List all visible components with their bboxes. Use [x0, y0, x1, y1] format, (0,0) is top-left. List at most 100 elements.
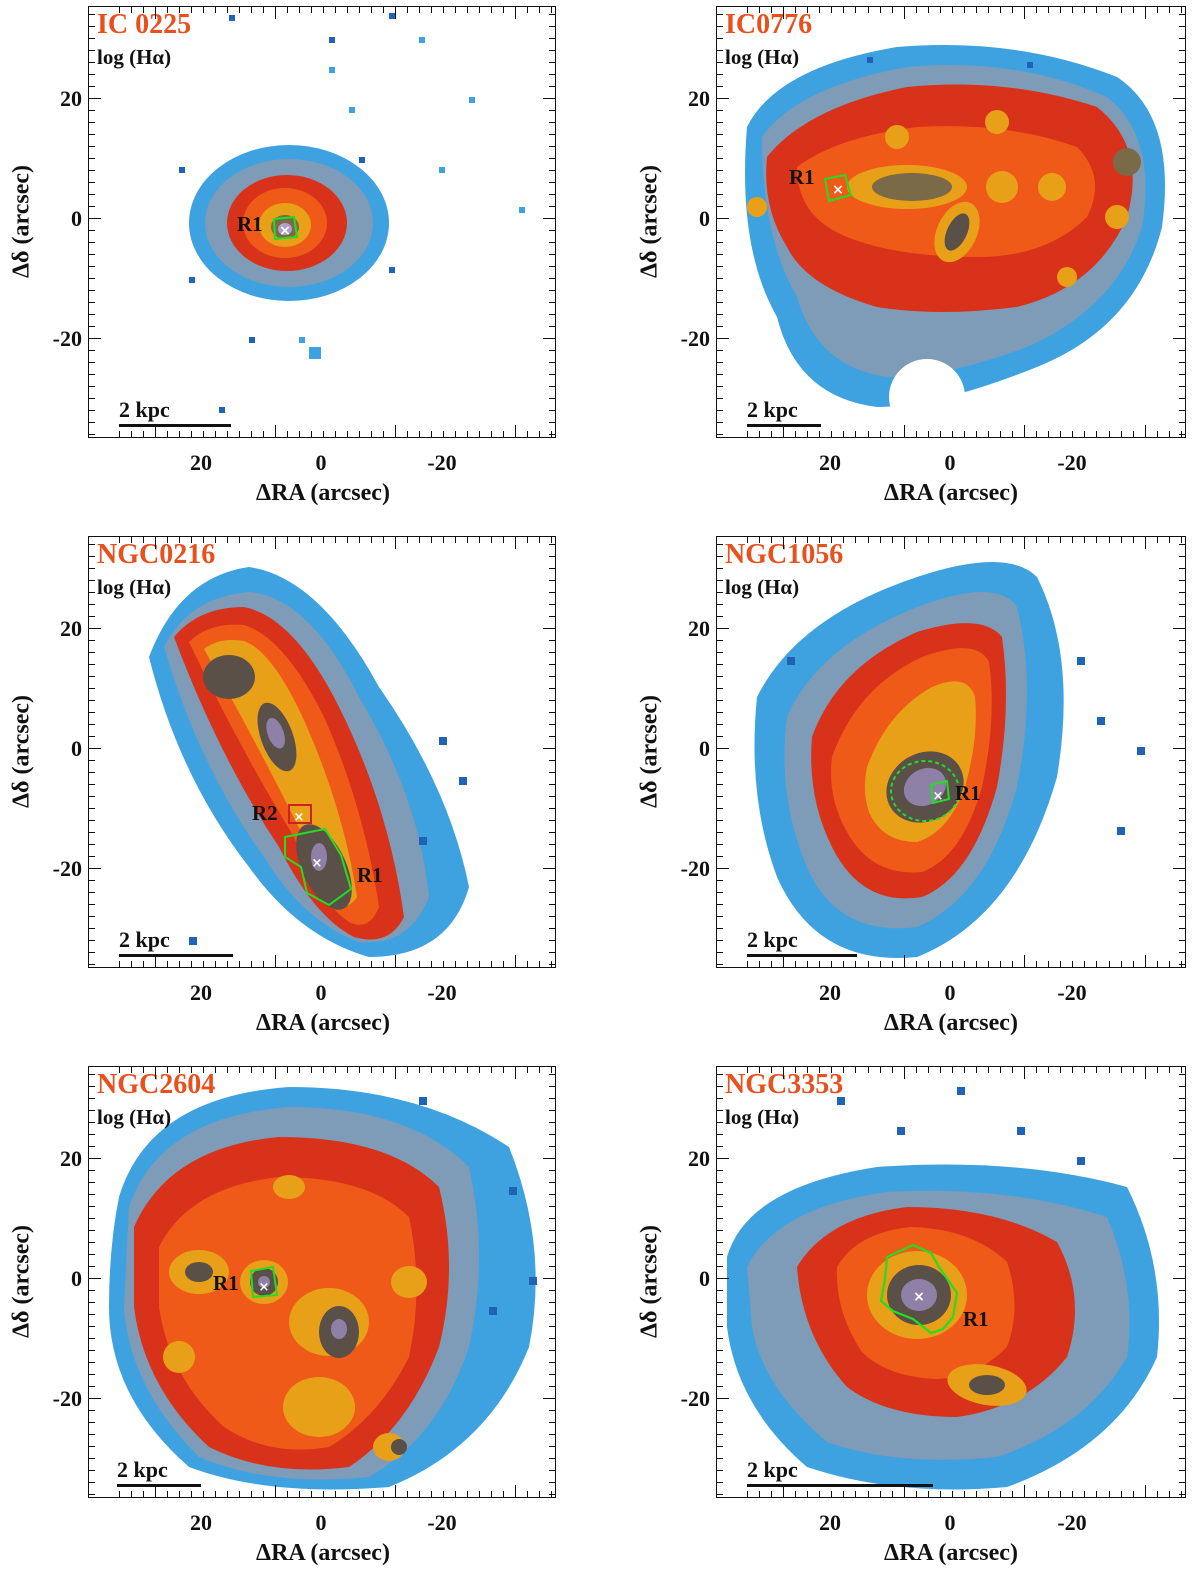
- x-tick-label: 0: [944, 1510, 956, 1535]
- axis-tick: [89, 796, 95, 797]
- axis-tick: [1168, 1067, 1170, 1073]
- axis-tick: [717, 1134, 723, 1135]
- axis-tick: [717, 1146, 723, 1147]
- axis-tick: [855, 7, 857, 13]
- axis-tick: [227, 1067, 228, 1073]
- axis-tick: [323, 7, 324, 13]
- axis-tick: [1000, 7, 1002, 13]
- axis-tick: [539, 1067, 540, 1073]
- axis-tick: [407, 961, 408, 967]
- axis-tick: [717, 952, 723, 953]
- axis-tick: [1168, 7, 1170, 13]
- axis-tick: [419, 961, 420, 967]
- axis-tick: [383, 431, 384, 437]
- axis-tick: [963, 961, 965, 967]
- axis-tick: [491, 1067, 492, 1073]
- axis-tick: [287, 1491, 288, 1497]
- axis-tick: [717, 170, 723, 171]
- axis-tick: [299, 7, 300, 13]
- axis-tick: [549, 182, 555, 183]
- axis-tick: [347, 7, 348, 13]
- axis-tick: [89, 1278, 101, 1279]
- axis-tick: [89, 928, 95, 929]
- scale-label: 2 kpc: [119, 397, 170, 422]
- axis-tick: [549, 1074, 555, 1075]
- y-tick-label: 20: [60, 616, 82, 641]
- axis-tick: [371, 537, 372, 543]
- axis-tick: [431, 961, 432, 967]
- axis-tick: [549, 242, 555, 243]
- axis-tick: [717, 676, 723, 677]
- axis-tick: [963, 1067, 965, 1073]
- axis-tick: [891, 7, 893, 13]
- axis-tick: [89, 556, 95, 557]
- axis-tick: [1132, 7, 1134, 13]
- axis-tick: [431, 1491, 432, 1497]
- axis-tick: [89, 302, 95, 303]
- axis-tick: [89, 568, 95, 569]
- axis-tick: [155, 1067, 156, 1079]
- axis-tick: [1179, 772, 1185, 773]
- axis-tick: [549, 640, 555, 641]
- x-tick-label: -20: [427, 1510, 457, 1535]
- axis-tick: [515, 1485, 516, 1497]
- axis-tick: [1000, 431, 1002, 437]
- axis-tick: [1179, 1422, 1185, 1423]
- axis-tick: [89, 1314, 95, 1315]
- axis-tick: [443, 537, 444, 543]
- axis-tick: [891, 961, 893, 967]
- axis-tick: [867, 1067, 869, 1073]
- axis-tick: [335, 537, 336, 543]
- axis-tick: [927, 1491, 929, 1497]
- axis-tick: [491, 961, 492, 967]
- scale-label: 2 kpc: [747, 397, 798, 422]
- halpha-map: ×: [727, 1087, 1159, 1490]
- axis-tick: [1156, 961, 1158, 967]
- axis-tick: [89, 1458, 95, 1459]
- axis-tick: [1179, 1098, 1185, 1099]
- axis-tick: [543, 218, 555, 219]
- axis-tick: [467, 431, 468, 437]
- axis-tick: [855, 537, 857, 543]
- axis-tick: [717, 916, 723, 917]
- axis-tick: [1060, 7, 1062, 13]
- axis-tick: [1048, 7, 1050, 13]
- axis-tick: [89, 50, 95, 51]
- axis-tick: [179, 1491, 180, 1497]
- axis-tick: [89, 592, 95, 593]
- axis-tick: [1173, 1158, 1185, 1159]
- axis-tick: [119, 1491, 120, 1497]
- axis-tick: [1179, 410, 1185, 411]
- axis-tick: [1179, 326, 1185, 327]
- axis-tick: [1179, 434, 1185, 435]
- y-tick-label: 0: [71, 736, 82, 761]
- axis-tick: [1179, 1458, 1185, 1459]
- scale-label: 2 kpc: [747, 927, 798, 952]
- axis-tick: [549, 796, 555, 797]
- y-axis-label: Δδ (arcsec): [636, 695, 663, 809]
- axis-tick: [491, 537, 492, 543]
- axis-tick: [1179, 724, 1185, 725]
- axis-tick: [549, 1374, 555, 1375]
- axis-tick: [951, 961, 953, 967]
- axis-tick: [371, 1491, 372, 1497]
- axis-tick: [951, 1067, 953, 1073]
- axis-tick: [1179, 1326, 1185, 1327]
- axis-tick: [819, 7, 821, 13]
- axis-tick: [717, 1182, 723, 1183]
- axis-tick: [1156, 537, 1158, 543]
- axis-tick: [717, 1338, 723, 1339]
- axis-tick: [89, 1218, 95, 1219]
- y-tick-label: 0: [699, 1266, 710, 1291]
- axis-tick: [549, 158, 555, 159]
- axis-tick: [443, 1491, 444, 1497]
- axis-tick: [155, 425, 156, 437]
- region-label: R1: [789, 165, 815, 189]
- axis-tick: [549, 194, 555, 195]
- axis-tick: [717, 616, 723, 617]
- axis-tick: [287, 7, 288, 13]
- region-label: R1: [955, 781, 981, 805]
- axis-tick: [191, 1491, 192, 1497]
- axis-tick: [717, 760, 723, 761]
- axis-tick: [549, 556, 555, 557]
